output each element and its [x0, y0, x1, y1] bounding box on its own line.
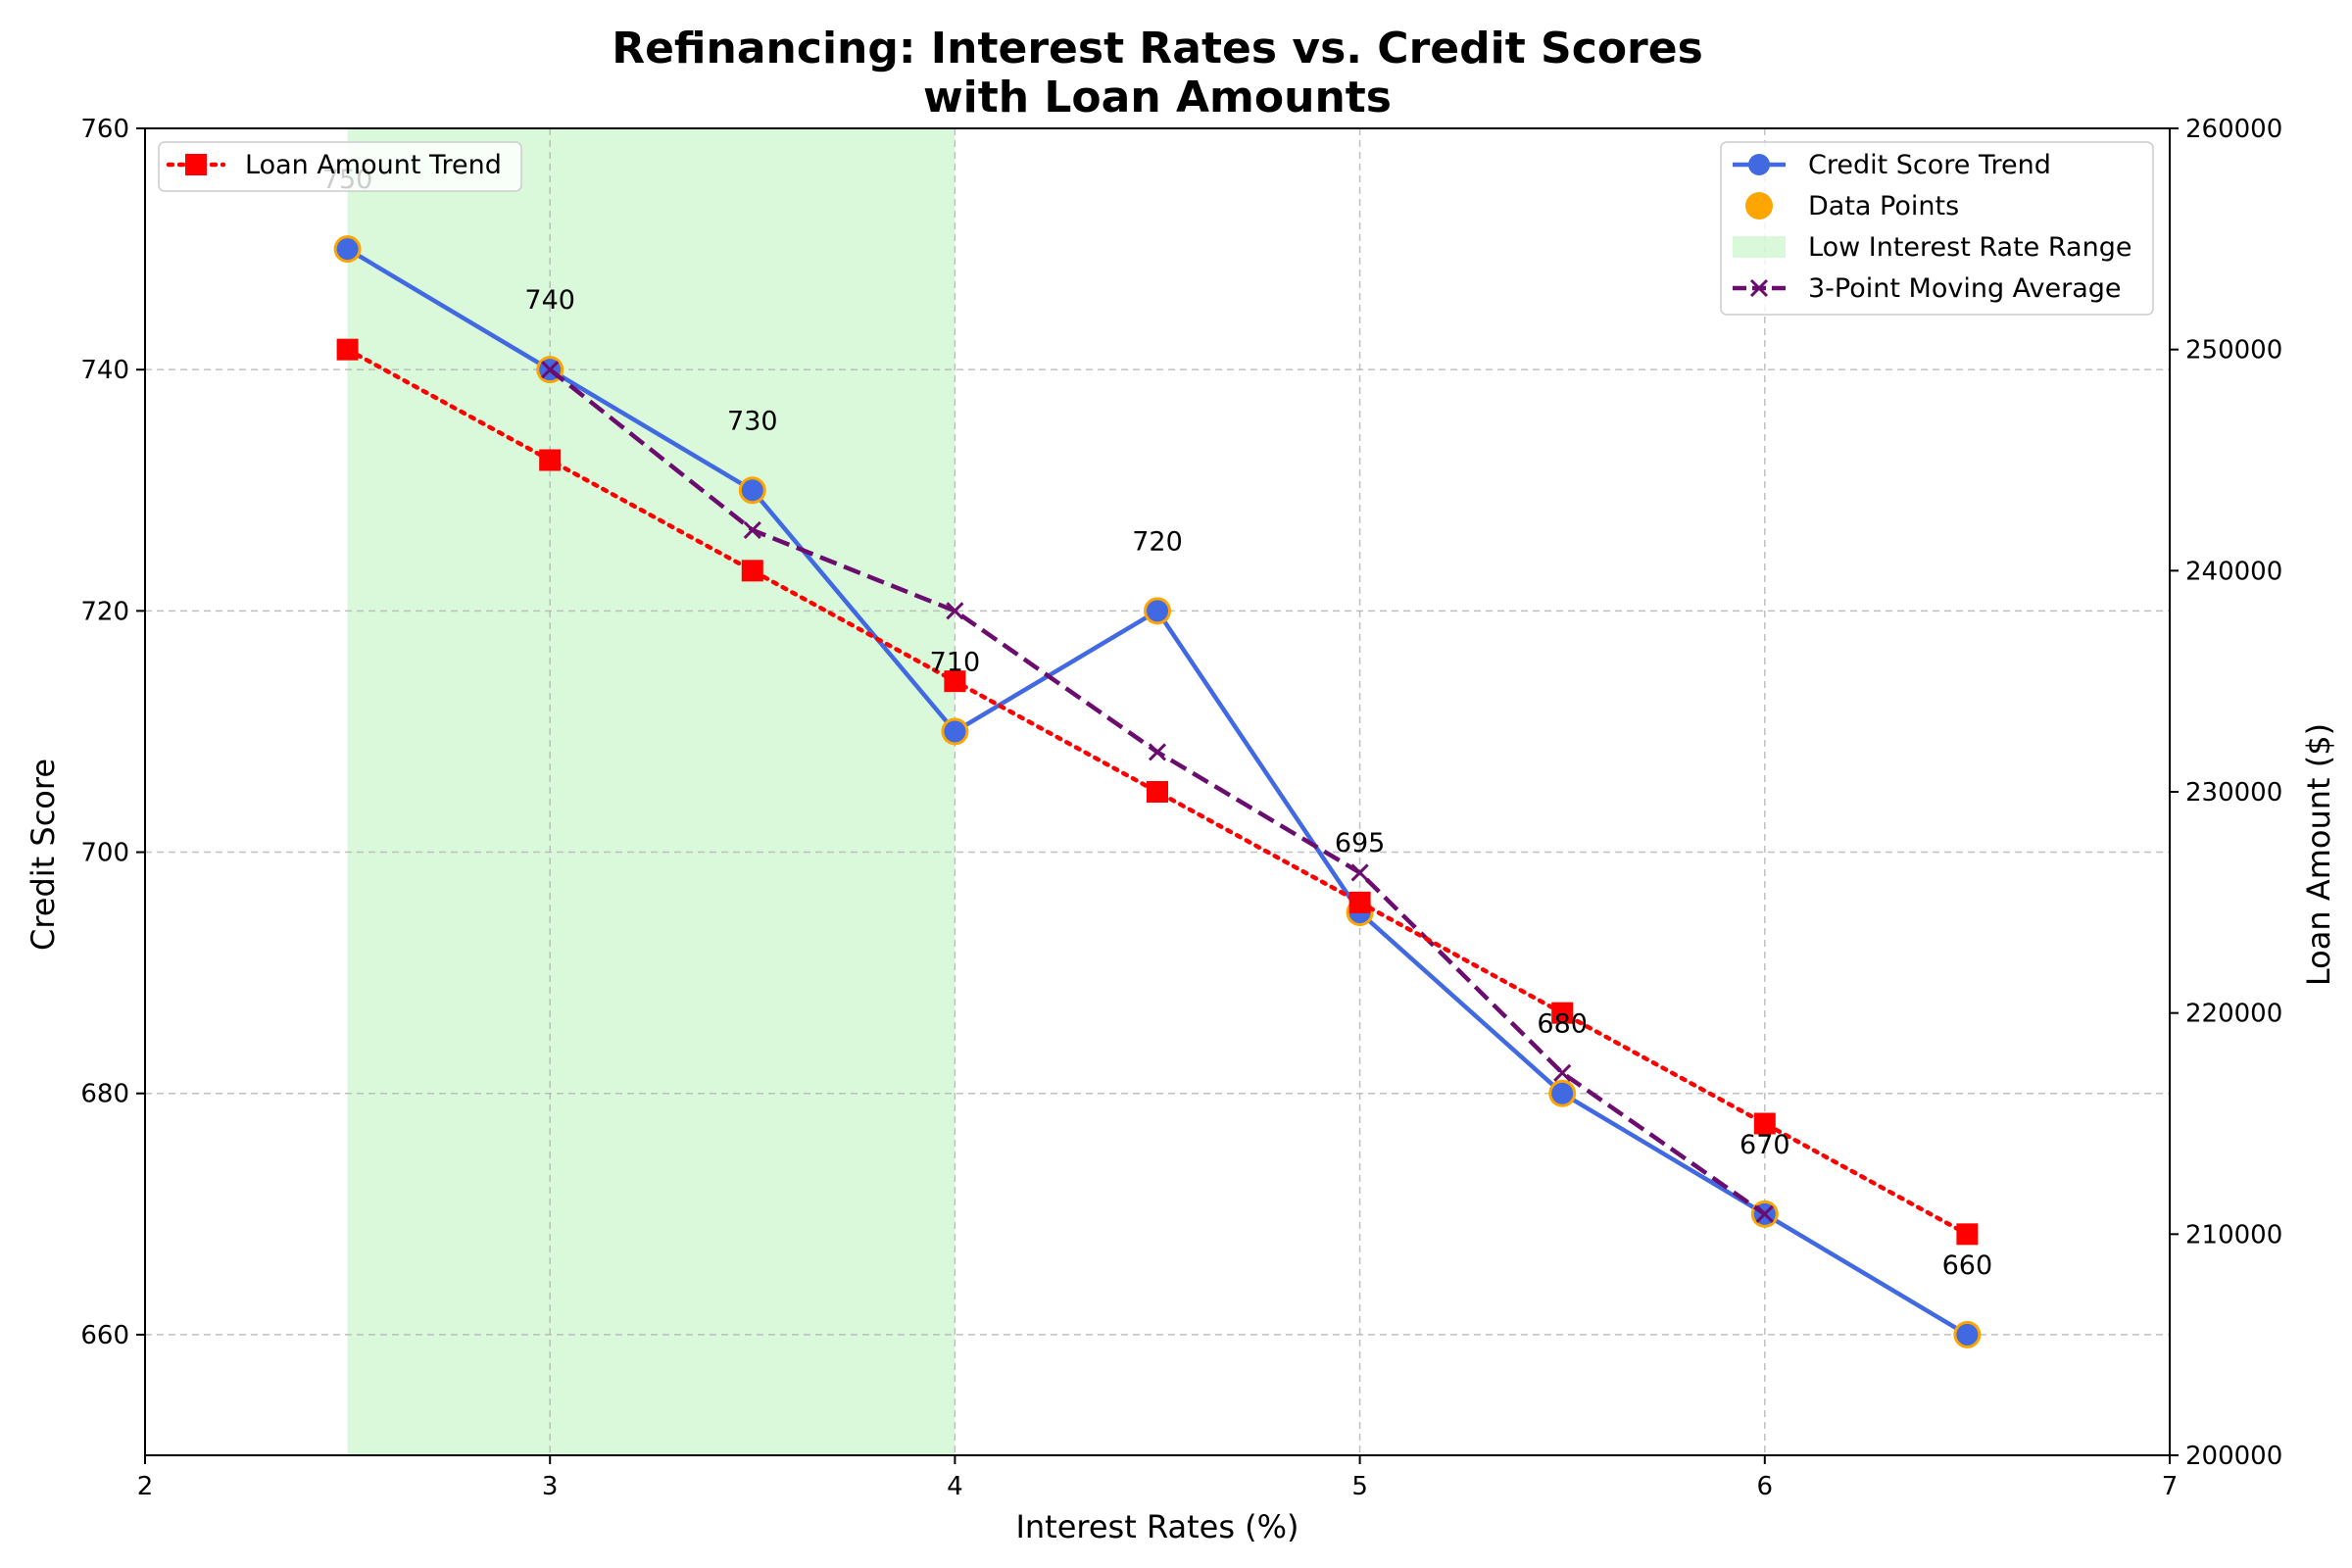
credit-score-marker: [1147, 600, 1168, 622]
moving-average-marker: [1148, 743, 1167, 761]
x-tick-label: 7: [2162, 1472, 2179, 1501]
legend-left: Loan Amount Trend: [158, 141, 522, 192]
legend-right-label: Data Points: [1808, 191, 1959, 221]
moving-average-marker: [1553, 1063, 1572, 1082]
y-tick-label: 680: [80, 1080, 129, 1109]
point-value-label: 670: [1740, 1130, 1790, 1160]
moving-average-marker: [946, 602, 964, 620]
chart-title-line1: Refinancing: Interest Rates vs. Credit S…: [612, 24, 1703, 74]
y2-axis-label: Loan Amount ($): [2300, 723, 2337, 986]
loan-amount-marker: [336, 338, 359, 361]
y2-tick-label: 250000: [2185, 336, 2282, 366]
loan-amount-marker: [1147, 781, 1168, 803]
y-tick-label: 740: [80, 356, 129, 385]
credit-score-marker: [1956, 1323, 1979, 1346]
point-value-label: 710: [930, 647, 981, 677]
legend-right-frame: [1720, 141, 2154, 316]
loan-amount-line: [345, 347, 1970, 1237]
point-value-label: 695: [1335, 828, 1386, 858]
loan-amount-marker: [1956, 1223, 1979, 1246]
legend-right: Credit Score Trend Data Points Low Interes…: [1720, 141, 2154, 316]
point-value-label: 720: [1132, 526, 1183, 557]
legend-loan-label: Loan Amount Trend: [245, 150, 502, 180]
shaded-range: [347, 128, 956, 1455]
loan-amount-marker: [539, 449, 562, 471]
y2-tick-label: 200000: [2185, 1442, 2282, 1471]
loan-amount-marker: [1551, 1002, 1574, 1024]
y2-tick-label: 230000: [2185, 778, 2282, 808]
x-tick-label: 2: [137, 1472, 154, 1501]
y2-tick-label: 210000: [2185, 1220, 2282, 1250]
y-tick-label: 760: [80, 115, 129, 144]
x-tick-label: 4: [947, 1472, 963, 1501]
legend-left-frame: [158, 141, 522, 192]
legend-right-label: Low Interest Rate Range: [1808, 232, 2132, 263]
credit-score-marker: [741, 479, 763, 502]
y-tick-label: 660: [80, 1321, 129, 1350]
y-axis-label: Credit Score: [24, 759, 62, 951]
loan-amount-marker: [741, 560, 763, 582]
point-value-label: 730: [727, 406, 778, 436]
point-value-label: 660: [1942, 1250, 1993, 1281]
moving-average-marker: [743, 520, 761, 539]
chart-title-line2: with Loan Amounts: [923, 73, 1392, 122]
legend-credit-marker: [1748, 154, 1770, 175]
legend-datapoints-marker: [1745, 192, 1773, 220]
legend-right-label: Credit Score Trend: [1808, 150, 2051, 180]
legend-right-label: 3-Point Moving Average: [1808, 273, 2122, 304]
loan-amount-marker: [944, 670, 966, 693]
moving-average-marker: [541, 361, 560, 379]
legend-loan-marker: [185, 154, 207, 175]
point-value-label: 740: [524, 285, 575, 316]
point-value-label: 680: [1537, 1009, 1588, 1040]
moving-average-marker: [1350, 863, 1369, 882]
y-tick-label: 720: [80, 597, 129, 626]
legend-ma-marker: [1749, 278, 1769, 298]
credit-score-marker: [944, 720, 966, 743]
x-axis-label: Interest Rates (%): [1015, 1508, 1298, 1545]
x-tick-label: 5: [1351, 1472, 1368, 1501]
y2-tick-label: 260000: [2185, 115, 2282, 144]
loan-amount-marker: [1753, 1112, 1776, 1135]
loan-amount-marker: [1348, 891, 1371, 913]
moving-average-marker: [1755, 1204, 1774, 1223]
x-tick-label: 6: [1757, 1472, 1774, 1501]
y2-tick-label: 220000: [2185, 1000, 2282, 1029]
x-tick-label: 3: [542, 1472, 559, 1501]
y-tick-label: 700: [80, 839, 129, 868]
legend-range-swatch: [1733, 236, 1786, 258]
credit-score-marker: [1551, 1082, 1574, 1104]
y2-tick-label: 240000: [2185, 557, 2282, 586]
credit-score-marker: [336, 238, 359, 261]
